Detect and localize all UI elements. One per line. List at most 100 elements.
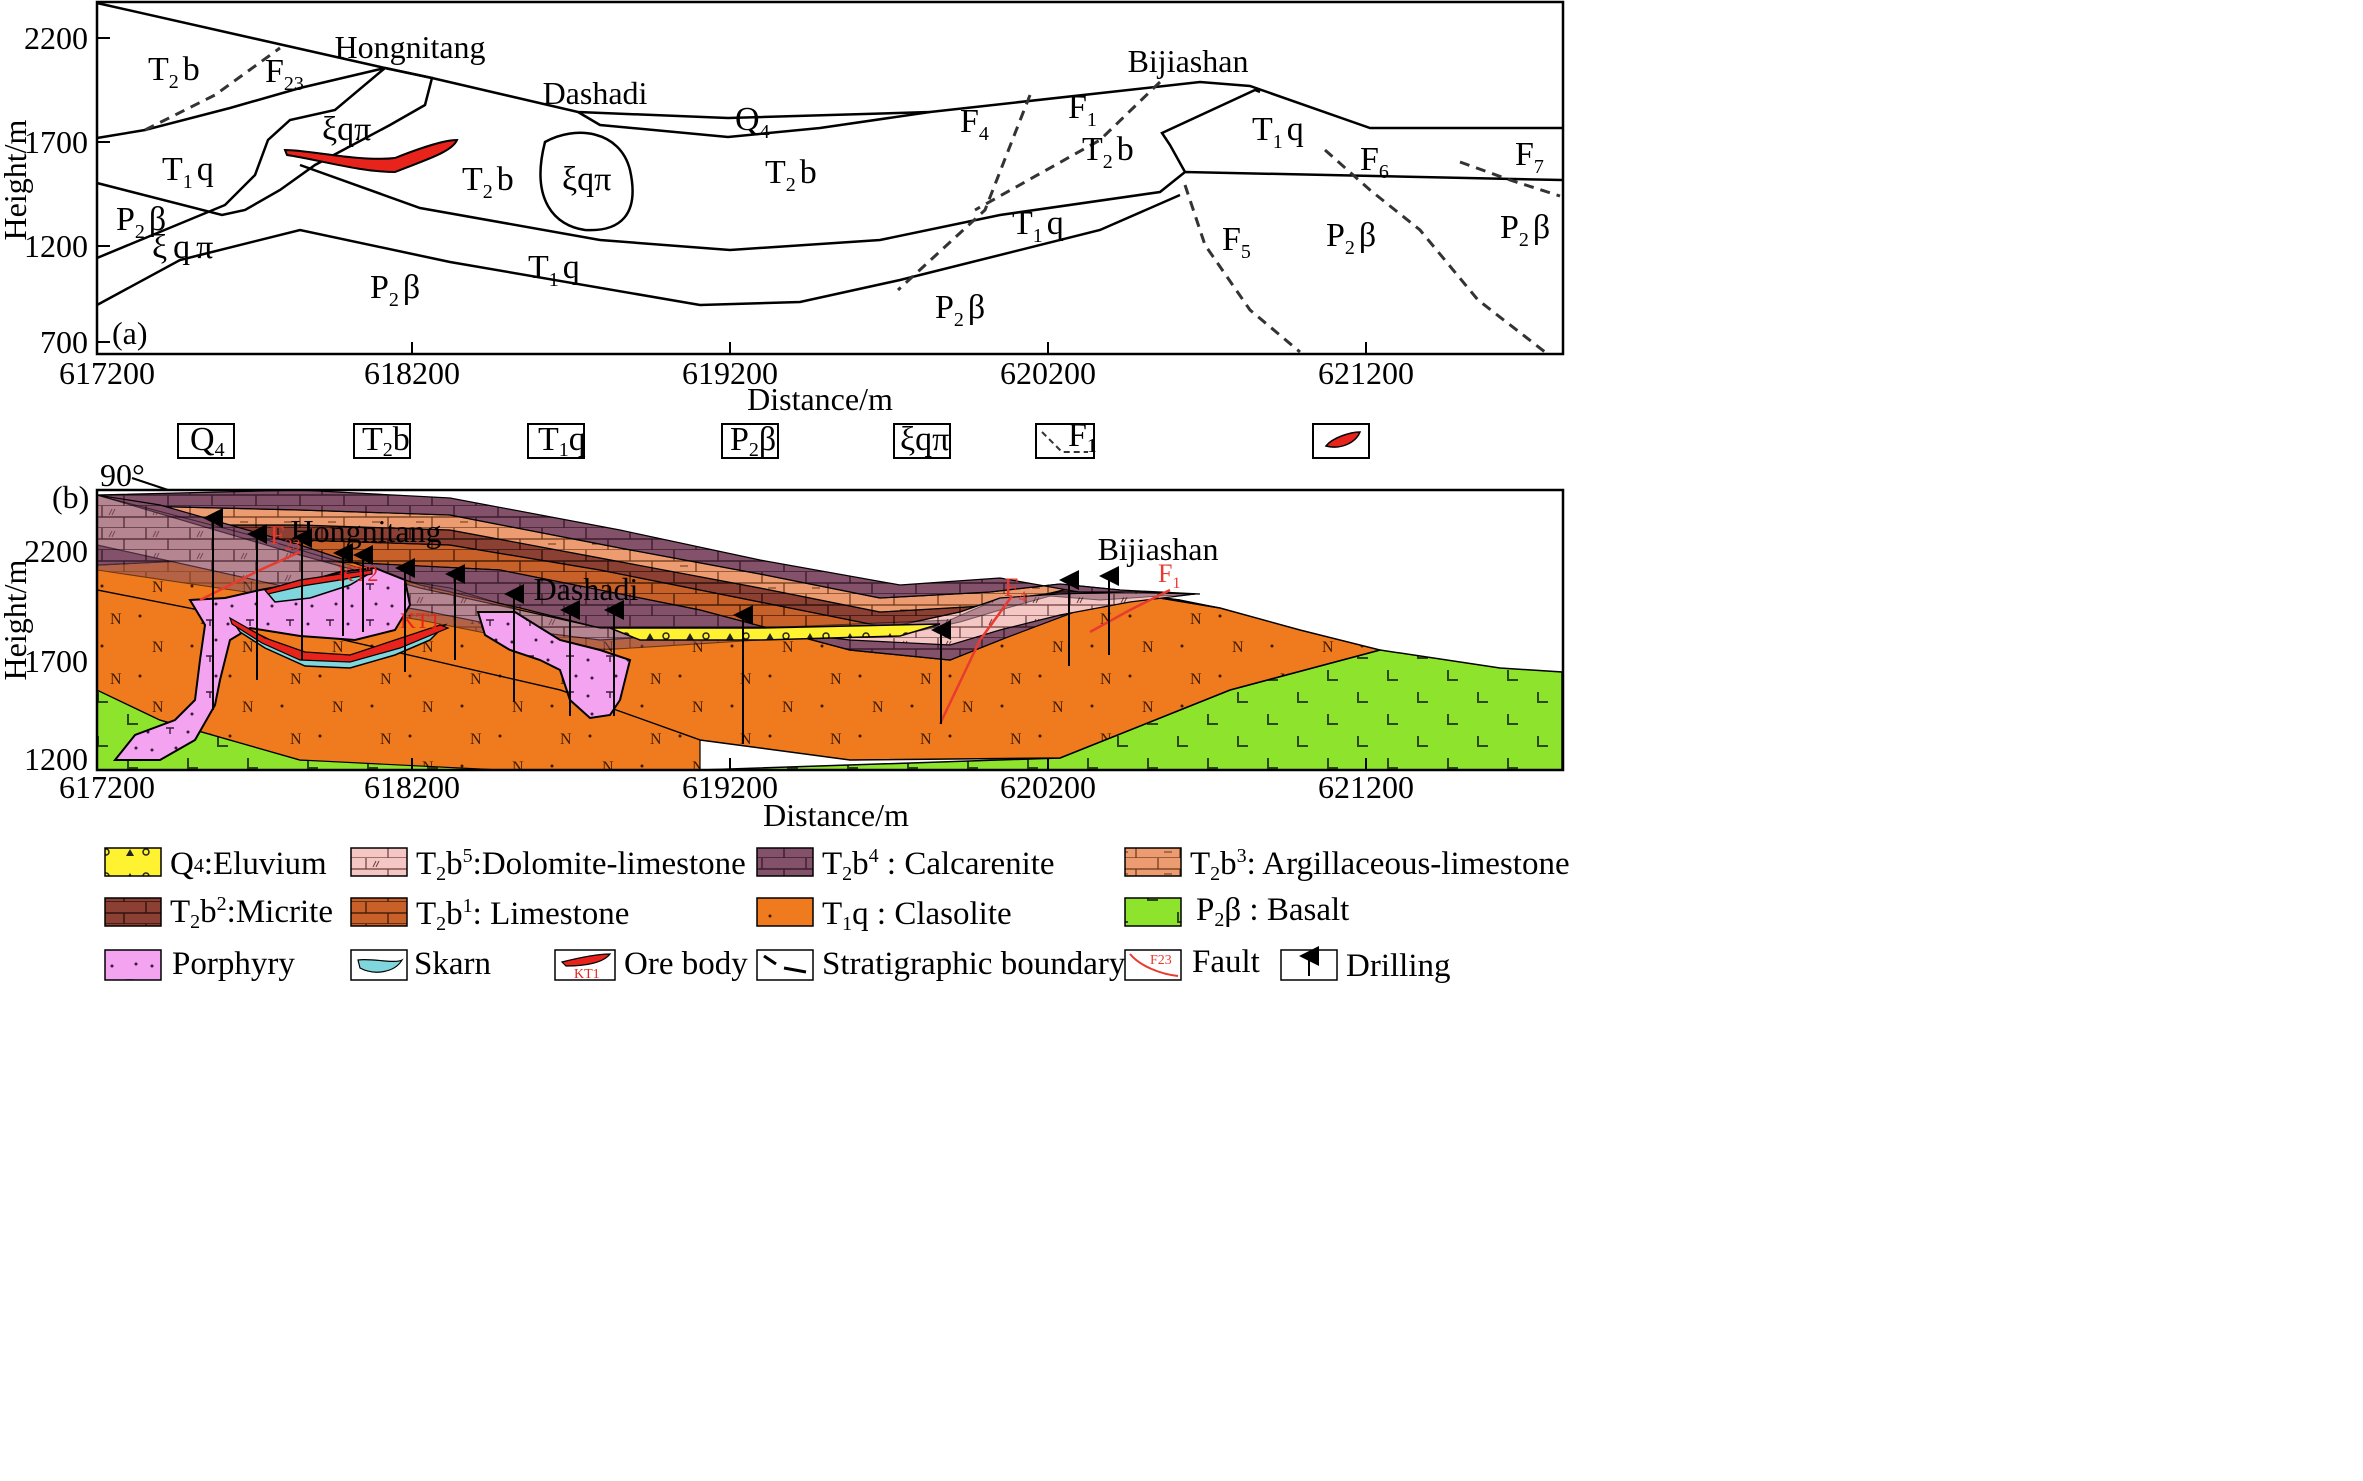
svg-text:ξqπ: ξqπ — [152, 229, 219, 266]
panel-b-ylabel: Height/m — [0, 559, 33, 680]
legend-b-item-eluvium: Q4:Eluvium — [104, 846, 327, 882]
ore-label-kt2: KT2 — [338, 561, 378, 586]
svg-text:Hongnitang: Hongnitang — [334, 29, 485, 65]
svg-text:T2b5:Dolomite-limestone: T2b5:Dolomite-limestone — [416, 845, 746, 885]
svg-text:F23: F23 — [270, 521, 300, 554]
legend-a-item-p2b: P2β — [721, 421, 779, 461]
svg-text:P2β: P2β — [935, 289, 985, 331]
svg-text:621200: 621200 — [1318, 355, 1414, 391]
legend-b-item-dolomite: T2b5:Dolomite-limestone — [350, 845, 746, 885]
svg-text:T1q: T1q — [1252, 111, 1304, 153]
panel-b-locations: Hongnitang Dashadi Bijiashan — [290, 513, 1218, 607]
svg-text:T2b: T2b — [148, 51, 200, 93]
panel-a-boundaries — [96, 1, 1563, 307]
svg-text:P2β : Basalt: P2β : Basalt — [1196, 892, 1349, 931]
svg-text:F1: F1 — [1068, 89, 1097, 131]
panel-b-label: (b) — [52, 479, 89, 515]
svg-text:P2β: P2β — [1326, 217, 1376, 259]
legend-b-item-fault: F23 Fault — [1124, 944, 1260, 981]
svg-text:Fault: Fault — [1192, 944, 1260, 980]
legend-a-item-ore — [1312, 423, 1370, 459]
svg-text:P2β: P2β — [730, 421, 776, 461]
svg-text:T2b: T2b — [362, 421, 410, 461]
svg-text:Q4:Eluvium: Q4:Eluvium — [170, 846, 327, 882]
legend-b-item-ore: KT1 Ore body — [554, 946, 748, 982]
svg-text:Bijiashan: Bijiashan — [1128, 43, 1249, 79]
svg-text:F4: F4 — [960, 103, 989, 145]
svg-text:ξqπ: ξqπ — [900, 421, 949, 458]
panel-b-drillings — [203, 508, 1119, 744]
svg-text:ξqπ: ξqπ — [322, 111, 371, 148]
panel-b-faults — [199, 550, 1171, 725]
panel-b-y-labels: 2200 1700 1200 — [24, 533, 88, 777]
panel-b-dip: 90° — [100, 457, 145, 493]
svg-text:F4: F4 — [1004, 573, 1026, 606]
svg-text:620200: 620200 — [1000, 355, 1096, 391]
svg-text:Porphyry: Porphyry — [172, 946, 295, 982]
legend-b-item-skarn: Skarn — [350, 946, 491, 982]
legend-b-item-micrite: T2b2:Micrite — [104, 893, 333, 933]
svg-text:617200: 617200 — [59, 355, 155, 391]
svg-text:Dashadi: Dashadi — [534, 571, 639, 607]
legend-b-item-basalt: P2β : Basalt — [1124, 892, 1349, 931]
svg-text:Skarn: Skarn — [414, 946, 491, 982]
svg-text:T2b3: Argillaceous-limestone: T2b3: Argillaceous-limestone — [1190, 845, 1570, 885]
svg-text:F1: F1 — [1158, 559, 1180, 592]
ore-kt2 — [263, 569, 373, 595]
legend-b-item-calcarenite: T2b4 : Calcarenite — [756, 845, 1055, 885]
panel-a-faults — [144, 46, 1561, 354]
panel-a-fault-labels: F23 F1 F4 F5 F6 F7 — [265, 53, 1544, 263]
porphyry-hongnitang — [112, 566, 412, 761]
svg-text:P2β: P2β — [116, 201, 166, 243]
svg-text:621200: 621200 — [1318, 769, 1414, 805]
panel-b-x-labels: 617200 618200 619200 620200 621200 — [59, 769, 1414, 805]
legend-a-item-q4: Q4 — [177, 421, 235, 461]
panel-a-locations: Hongnitang Dashadi Bijiashan — [334, 29, 1248, 111]
svg-text:1200: 1200 — [24, 741, 88, 777]
svg-text:F6: F6 — [1360, 141, 1389, 183]
legend-b-item-clasolite: T1q : Clasolite — [756, 896, 1012, 935]
svg-text:F5: F5 — [1222, 221, 1251, 263]
svg-text:Bijiashan: Bijiashan — [1098, 531, 1219, 567]
legend-b-item-limestone: T2b1: Limestone — [350, 895, 629, 935]
svg-text:T2b: T2b — [765, 154, 817, 196]
eluvium-layer — [609, 623, 941, 641]
svg-text:T1q: T1q — [538, 421, 586, 461]
svg-text:619200: 619200 — [682, 355, 778, 391]
svg-text:T1q: T1q — [162, 151, 214, 193]
panel-a-unit-labels: T2 b T1 q P2 β ξqπ ξqπ T2 b ξqπ T2 b Q4 T2 b T… — [116, 51, 1550, 331]
legend-b-item-argillaceous: T2b3: Argillaceous-limestone — [1124, 845, 1570, 885]
legend-a-item-t1q: T1q — [527, 421, 586, 461]
legend-a: Q4 T2b T1q P2β ξqπ F1 — [177, 417, 1370, 461]
svg-text:T1q : Clasolite: T1q : Clasolite — [822, 896, 1012, 935]
svg-text:1700: 1700 — [24, 643, 88, 679]
panel-a-x-ticks — [411, 342, 1367, 354]
svg-text:Q4: Q4 — [190, 421, 225, 461]
panel-b-frame — [95, 488, 1565, 772]
svg-text:T2b: T2b — [462, 161, 514, 203]
svg-text:Stratigraphic boundary: Stratigraphic boundary — [822, 946, 1126, 982]
svg-text:F1: F1 — [1068, 417, 1097, 457]
svg-text:2200: 2200 — [24, 20, 88, 56]
svg-text:1200: 1200 — [24, 228, 88, 264]
svg-text:Q4: Q4 — [735, 101, 770, 143]
svg-text:Drilling: Drilling — [1346, 948, 1451, 984]
legend-a-item-t2b: T2b — [353, 421, 411, 461]
svg-text:F23: F23 — [265, 53, 304, 95]
svg-text:F23: F23 — [1150, 953, 1172, 968]
panel-a-y-ticks — [97, 37, 110, 343]
ore-kt1 — [228, 616, 450, 663]
legend-b: Q4:Eluvium T2b5:Dolomite-limestone T2b4 … — [104, 845, 1570, 984]
panel-a-x-labels: 617200 618200 619200 620200 621200 — [59, 355, 1414, 391]
svg-text:T1q: T1q — [528, 249, 580, 291]
svg-text:619200: 619200 — [682, 769, 778, 805]
svg-text:P2β: P2β — [370, 269, 420, 311]
svg-text:618200: 618200 — [364, 355, 460, 391]
svg-text:F7: F7 — [1515, 136, 1544, 178]
legend-b-item-drilling: Drilling — [1280, 946, 1451, 984]
panel-a-ylabel: Height/m — [0, 119, 33, 240]
svg-text:618200: 618200 — [364, 769, 460, 805]
svg-text:T2b: T2b — [1082, 131, 1134, 173]
panel-a-frame — [95, 0, 1565, 356]
